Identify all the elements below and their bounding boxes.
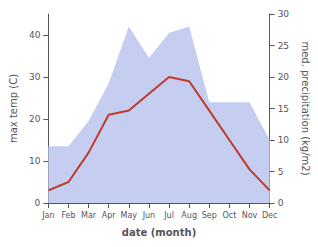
svg-text:Jul: Jul (163, 211, 174, 220)
svg-text:40: 40 (29, 30, 41, 40)
svg-text:Sep: Sep (202, 211, 217, 220)
svg-text:20: 20 (278, 72, 290, 82)
svg-text:Apr: Apr (102, 211, 117, 220)
svg-text:max temp (C): max temp (C) (8, 74, 19, 143)
svg-text:25: 25 (278, 41, 289, 51)
svg-text:0: 0 (35, 198, 41, 208)
svg-text:Nov: Nov (242, 211, 258, 220)
svg-text:date (month): date (month) (122, 227, 196, 238)
svg-text:Dec: Dec (262, 211, 277, 220)
svg-text:30: 30 (29, 72, 41, 82)
svg-text:Oct: Oct (222, 211, 236, 220)
svg-text:Mar: Mar (81, 211, 97, 220)
svg-text:med. precipitation (kg/m2): med. precipitation (kg/m2) (300, 41, 311, 175)
svg-text:Aug: Aug (181, 211, 197, 220)
svg-text:May: May (121, 211, 138, 220)
svg-text:Jan: Jan (41, 211, 54, 220)
svg-text:30: 30 (278, 9, 290, 19)
svg-text:15: 15 (278, 104, 289, 114)
svg-text:0: 0 (278, 198, 284, 208)
svg-text:Jun: Jun (142, 211, 156, 220)
svg-text:20: 20 (29, 114, 41, 124)
svg-text:Feb: Feb (61, 211, 75, 220)
svg-text:10: 10 (278, 135, 290, 145)
svg-text:10: 10 (29, 156, 41, 166)
svg-text:5: 5 (278, 167, 284, 177)
